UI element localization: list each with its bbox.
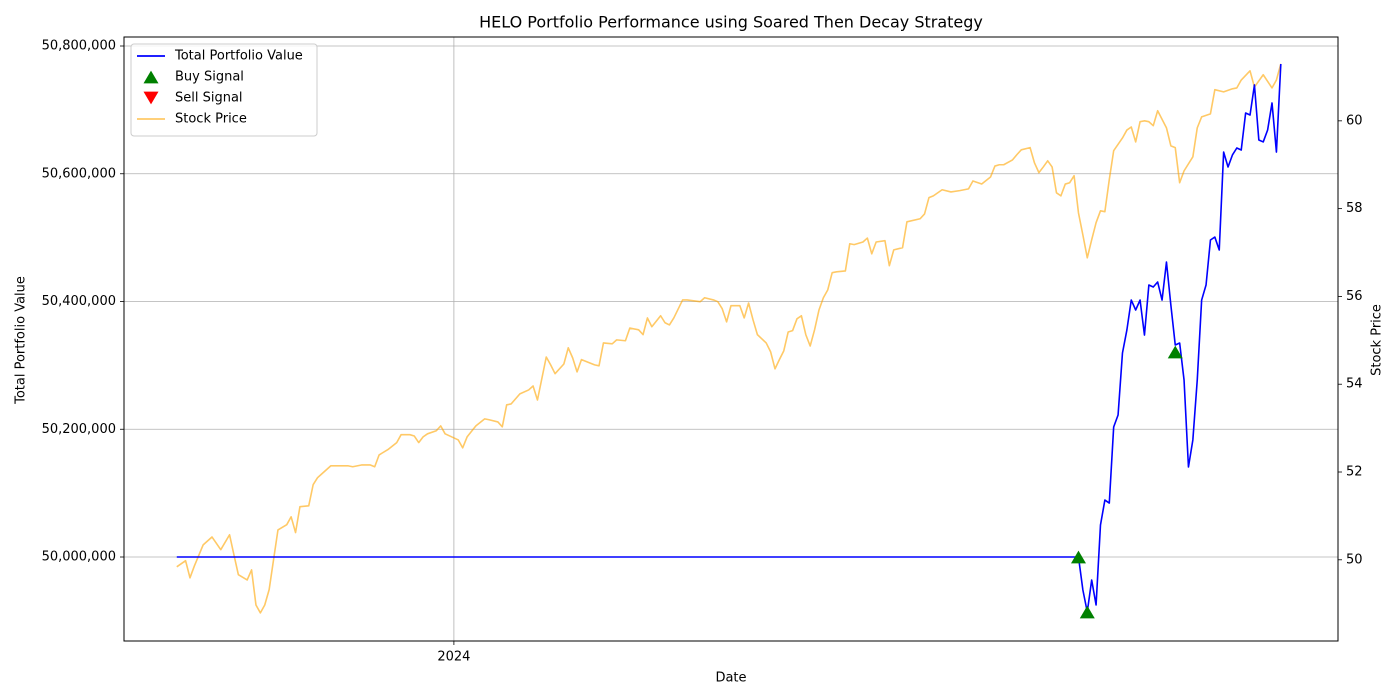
legend-label: Stock Price	[175, 112, 247, 127]
legend-box	[130, 43, 318, 137]
y-tick-label: 50,400,000	[42, 294, 116, 309]
plot-frame	[123, 36, 1339, 642]
y-tick-label: 50,600,000	[42, 166, 116, 181]
y2-tick-label: 60	[1346, 113, 1363, 128]
legend-swatch	[143, 91, 159, 105]
y-tick-label: 50,800,000	[42, 39, 116, 54]
legend-label: Sell Signal	[175, 91, 243, 106]
y2-tick-label: 50	[1346, 552, 1363, 567]
y2-tick-label: 56	[1346, 289, 1363, 304]
legend-label: Buy Signal	[175, 70, 244, 85]
plot	[176, 63, 1282, 619]
legend-label: Total Portfolio Value	[174, 49, 303, 64]
signal-marker	[1167, 345, 1183, 359]
chart-title: HELO Portfolio Performance using Soared …	[479, 13, 983, 32]
axes: 2024 50,000,000 50,200,000 50,400,000 50,600…	[42, 39, 1363, 665]
y2-axis-label: Stock Price	[1370, 304, 1385, 376]
series-line	[176, 63, 1282, 613]
legend: Total Portfolio Value Buy Signal Sell Sign…	[130, 43, 318, 137]
x-tick-label: 2024	[437, 650, 470, 665]
y-tick-label: 50,200,000	[42, 422, 116, 437]
signal-marker	[1079, 605, 1095, 619]
x-axis-label: Date	[715, 671, 746, 686]
y2-tick-label: 52	[1346, 465, 1363, 480]
signal-marker	[1070, 550, 1086, 564]
y2-tick-label: 54	[1346, 377, 1363, 392]
y-tick-label: 50,000,000	[42, 550, 116, 565]
y-axis-label: Total Portfolio Value	[14, 276, 29, 405]
y2-tick-label: 58	[1346, 201, 1363, 216]
series-line	[176, 63, 1282, 614]
legend-swatch	[143, 70, 159, 84]
